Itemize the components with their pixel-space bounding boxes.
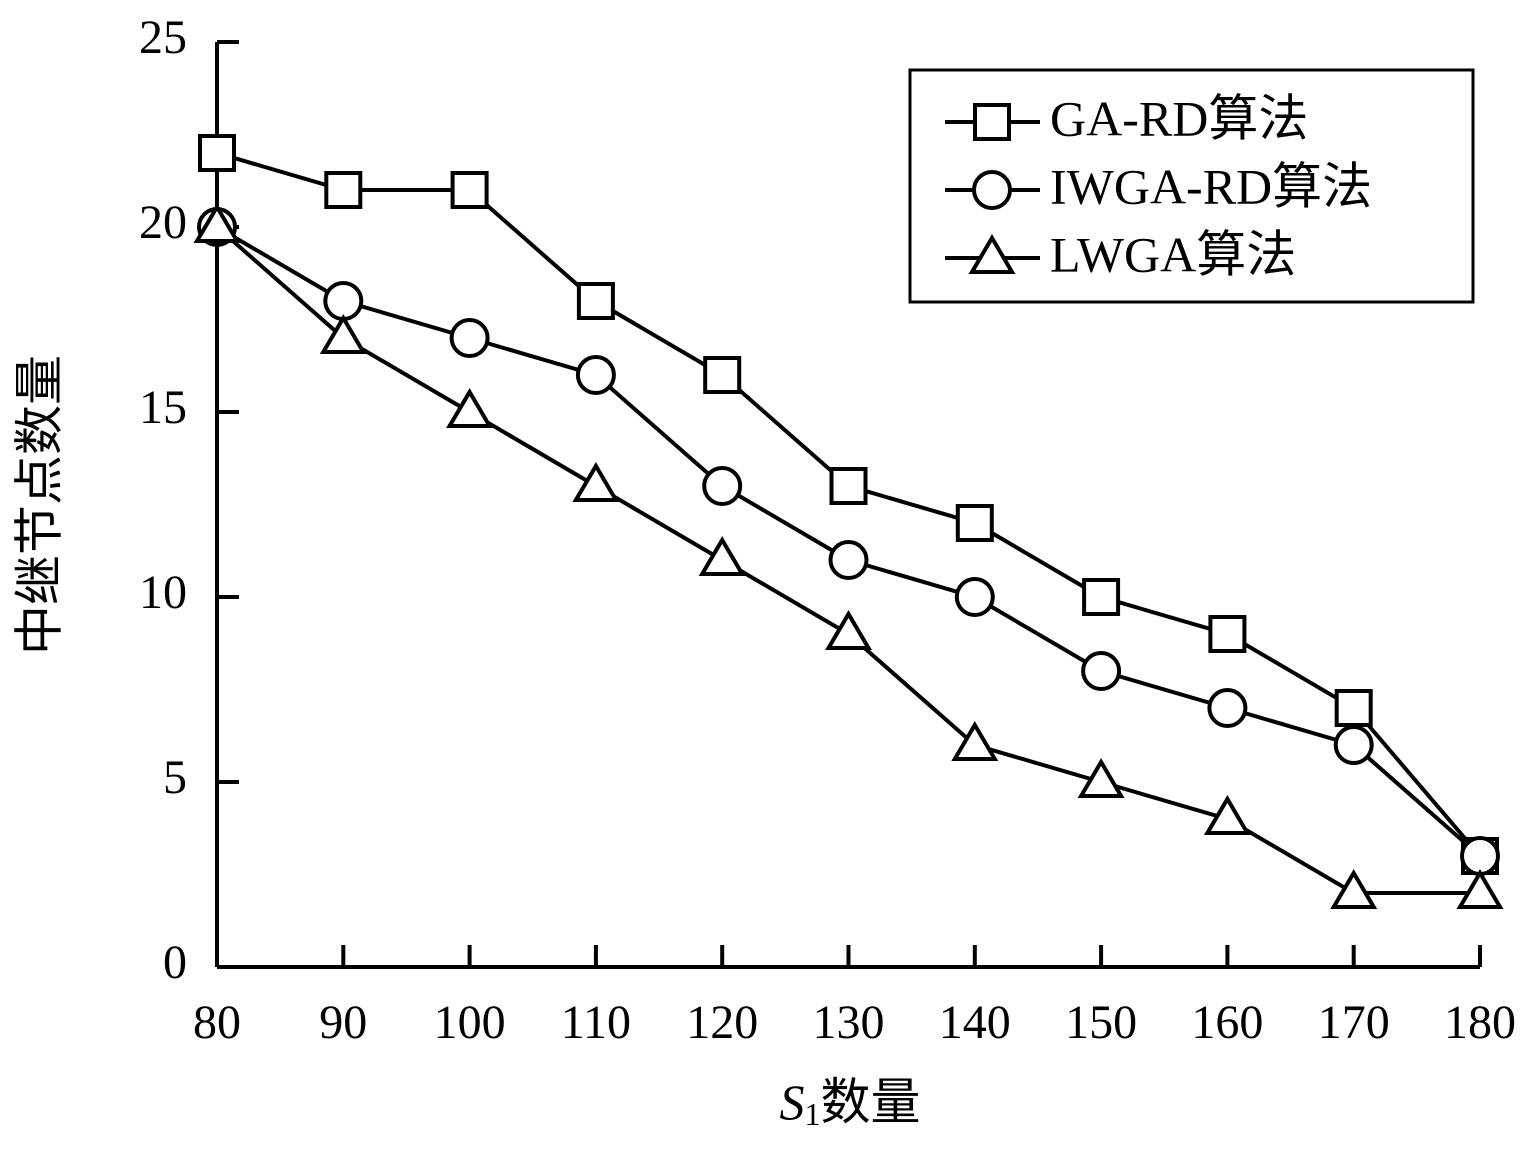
marker-square [829,467,868,505]
x-tick-label: 170 [1318,996,1390,1049]
x-tick-label: 100 [434,996,506,1049]
marker-square [973,103,1011,141]
marker-circle [1207,688,1248,728]
legend-label: LWGA算法 [1050,226,1296,282]
y-tick-label: 25 [139,11,187,64]
x-label-symbol: S [780,1074,805,1130]
y-tick-label: 10 [139,566,187,619]
marker-square [198,134,236,172]
marker-triangle [968,234,1016,274]
marker-triangle [446,388,494,428]
legend-label: GA-RD算法 [1050,90,1308,146]
marker-square [450,171,489,209]
marker-circle [1333,725,1374,765]
x-axis-label: S1数量 [780,1074,921,1132]
marker-circle [1081,651,1122,691]
x-tick-label: 160 [1191,996,1263,1049]
x-tick-label: 140 [939,996,1011,1049]
marker-circle [954,577,995,617]
y-tick-label: 0 [163,936,187,989]
legend-label: IWGA-RD算法 [1050,158,1372,214]
y-tick-label: 20 [139,196,187,249]
x-tick-label: 80 [193,996,241,1049]
marker-triangle [1203,795,1251,835]
x-tick-label: 150 [1065,996,1137,1049]
marker-triangle [319,314,367,354]
x-tick-label: 180 [1444,996,1516,1049]
marker-square [576,282,615,320]
marker-triangle [698,536,746,576]
x-tick-label: 130 [813,996,885,1049]
marker-circle [449,318,490,358]
y-axis-label: 中继节点数量 [11,355,67,655]
marker-triangle [1330,869,1378,909]
y-tick-label: 5 [163,751,187,804]
marker-triangle [1077,758,1125,798]
marker-square [703,356,742,394]
marker-circle [575,355,616,395]
marker-square [1334,689,1373,727]
x-label-text: 数量 [821,1074,921,1130]
marker-square [1208,615,1247,653]
marker-triangle [193,203,241,243]
x-label-subscript: 1 [805,1096,821,1132]
marker-triangle [825,610,872,650]
marker-triangle [572,462,620,502]
y-tick-label: 15 [139,381,187,434]
x-tick-label: 90 [319,996,367,1049]
marker-triangle [1456,869,1504,909]
marker-square [955,504,994,542]
marker-circle [972,170,1012,210]
marker-triangle [951,721,999,761]
marker-square [324,171,363,209]
x-tick-label: 110 [561,996,631,1049]
marker-square [1082,578,1121,616]
marker-circle [702,466,743,506]
marker-circle [828,540,869,580]
marker-circle [323,281,364,321]
marker-circle [1460,836,1500,876]
x-tick-label: 120 [686,996,758,1049]
